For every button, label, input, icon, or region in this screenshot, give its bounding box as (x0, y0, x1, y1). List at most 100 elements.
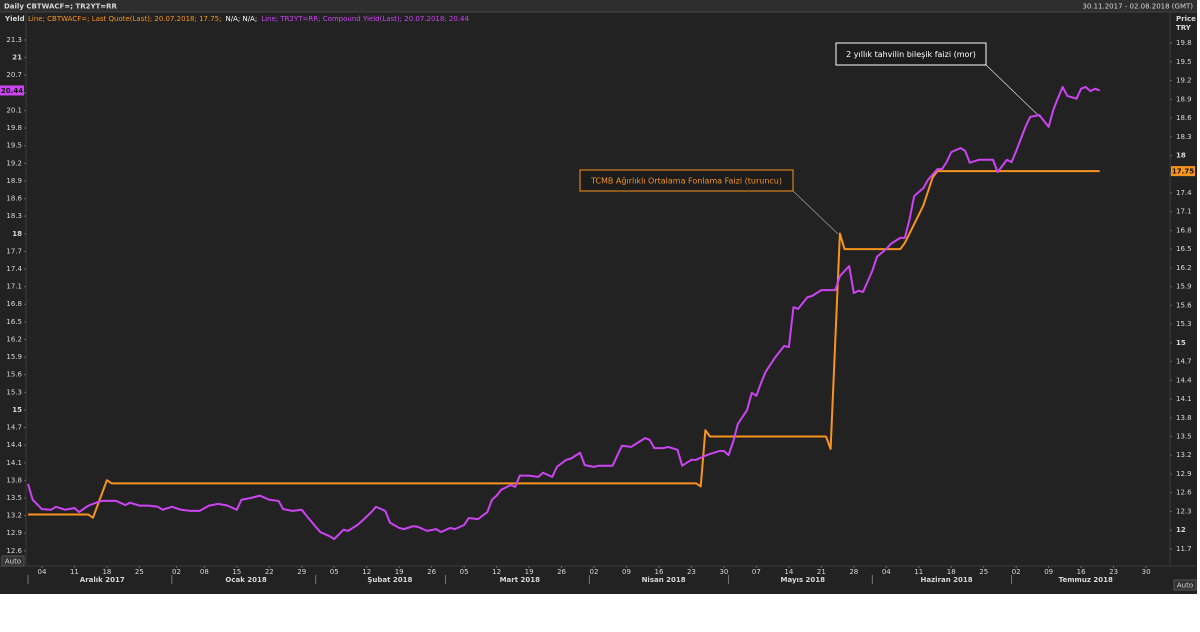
x-tick-label: 26 (557, 568, 566, 576)
y2-tick-label: 18 (1176, 152, 1186, 160)
month-label: Temmuz 2018 (1059, 576, 1113, 584)
annotation-text: TCMB Ağırlıklı Ortalama Fonlama Faizi (t… (590, 177, 782, 186)
annotation-box (579, 169, 794, 192)
y-tick-label: 21.3 (6, 36, 22, 44)
y-tick-label: 17.4 (6, 265, 22, 273)
y-tick-label: 17.1 (6, 283, 22, 291)
y-tick-label: 16.2 (6, 335, 22, 343)
y2-tick-label: 12.3 (1176, 507, 1192, 515)
legend-entry: Line; CBTWACF=; Last Quote(Last); 20.07.… (28, 15, 221, 23)
y-tick-label: 15.6 (6, 371, 22, 379)
x-tick-label: 11 (914, 568, 923, 576)
y2-tick-label: 15.6 (1176, 301, 1192, 309)
month-label: Haziran 2018 (921, 576, 973, 584)
y2-tick-label: 12.9 (1176, 470, 1192, 478)
month-label: Aralık 2017 (80, 576, 125, 584)
y2-tick-label: 13.2 (1176, 451, 1192, 459)
series-line (28, 170, 1100, 519)
y2-tick-label: 13.5 (1176, 432, 1192, 440)
auto-button[interactable] (1, 555, 25, 567)
x-tick-label: 22 (265, 568, 274, 576)
y-tick-label: 12.6 (6, 547, 22, 555)
x-tick-label: 26 (427, 568, 436, 576)
y-tick-label: 16.8 (6, 300, 22, 308)
x-tick-label: 02 (590, 568, 599, 576)
auto-button[interactable] (1173, 579, 1197, 591)
x-tick-label: 12 (362, 568, 371, 576)
x-tick-label: 04 (37, 568, 46, 576)
annotation-connector (984, 63, 1041, 118)
y-tick-label: 13.2 (6, 512, 22, 520)
chart-background (0, 0, 1197, 594)
series-line (27, 85, 1101, 541)
x-tick-label: 05 (460, 568, 469, 576)
legend-entry: N/A; N/A; (225, 15, 257, 23)
month-label: Şubat 2018 (367, 576, 412, 584)
y-tick-label: 21 (12, 54, 22, 62)
y-tick-label: 14.1 (6, 459, 22, 467)
y-tick-label: 20.7 (6, 71, 22, 79)
y-tick-label: 19.2 (6, 159, 22, 167)
month-label: Nisan 2018 (642, 576, 686, 584)
x-tick-label: 12 (492, 568, 501, 576)
x-tick-label: 11 (70, 568, 79, 576)
auto-label[interactable]: Auto (5, 558, 21, 566)
x-tick-label: 16 (655, 568, 664, 576)
y-tick-label: 12.9 (6, 529, 22, 537)
y2-tick-label: 13.8 (1176, 414, 1192, 422)
month-label: Mart 2018 (500, 576, 541, 584)
chart-title: Daily CBTWACF=; TR2YT=RR (4, 3, 118, 11)
y-tick-label: 18.9 (6, 177, 22, 185)
y-tick-label: 20.1 (6, 106, 22, 114)
y2-tick-label: 12.6 (1176, 489, 1192, 497)
x-tick-label: 14 (784, 568, 793, 576)
x-tick-label: 25 (979, 568, 988, 576)
y2-axis-title: Price (1176, 15, 1196, 23)
y2-tick-label: 19.5 (1176, 58, 1192, 66)
month-label: Ocak 2018 (225, 576, 267, 584)
x-tick-label: 05 (330, 568, 339, 576)
legend-entry: Line; TR2YT=RR; Compound Yield(Last); 20… (261, 15, 469, 23)
y2-tick-label: 17.4 (1176, 189, 1192, 197)
y2-tick-label: 14.7 (1176, 358, 1192, 366)
y2-tick-label: 18.6 (1176, 114, 1192, 122)
y2-tick-label: 15.3 (1176, 320, 1192, 328)
x-tick-label: 25 (135, 568, 144, 576)
y-tick-label: 18 (12, 230, 22, 238)
x-tick-label: 29 (297, 568, 306, 576)
date-range: 30.11.2017 - 02.08.2018 (GMT) (1082, 3, 1193, 11)
annotation-box (835, 42, 987, 66)
y-tick-label: 15 (12, 406, 22, 414)
y2-tick-label: 14.1 (1176, 395, 1192, 403)
x-tick-label: 08 (200, 568, 209, 576)
y2-tick-label: 15.9 (1176, 283, 1192, 291)
last-value-label: 17.75 (1172, 168, 1194, 176)
y-tick-label: 17.7 (6, 247, 22, 255)
x-tick-label: 15 (232, 568, 241, 576)
y2-tick-label: 17.1 (1176, 208, 1192, 216)
month-label: Mayıs 2018 (781, 576, 826, 584)
last-value-tag (1171, 166, 1195, 177)
y-tick-label: 15.9 (6, 353, 22, 361)
x-tick-label: 23 (687, 568, 696, 576)
x-tick-label: 07 (752, 568, 761, 576)
x-tick-label: 23 (1109, 568, 1118, 576)
y2-tick-label: 16.8 (1176, 226, 1192, 234)
auto-label[interactable]: Auto (1177, 582, 1193, 590)
y-tick-label: 14.7 (6, 424, 22, 432)
x-tick-label: 09 (622, 568, 631, 576)
x-tick-label: 18 (102, 568, 111, 576)
y-tick-label: 18.3 (6, 212, 22, 220)
y-tick-label: 13.8 (6, 476, 22, 484)
x-tick-label: 04 (882, 568, 891, 576)
x-tick-label: 16 (1077, 568, 1086, 576)
y-tick-label: 14.4 (6, 441, 22, 449)
last-value-tag (0, 85, 24, 96)
y-axis-title: Yield (4, 15, 25, 23)
y2-tick-label: 15 (1176, 339, 1186, 347)
y-tick-label: 13.5 (6, 494, 22, 502)
y2-tick-label: 11.7 (1176, 545, 1192, 553)
y-tick-label: 16.5 (6, 318, 22, 326)
